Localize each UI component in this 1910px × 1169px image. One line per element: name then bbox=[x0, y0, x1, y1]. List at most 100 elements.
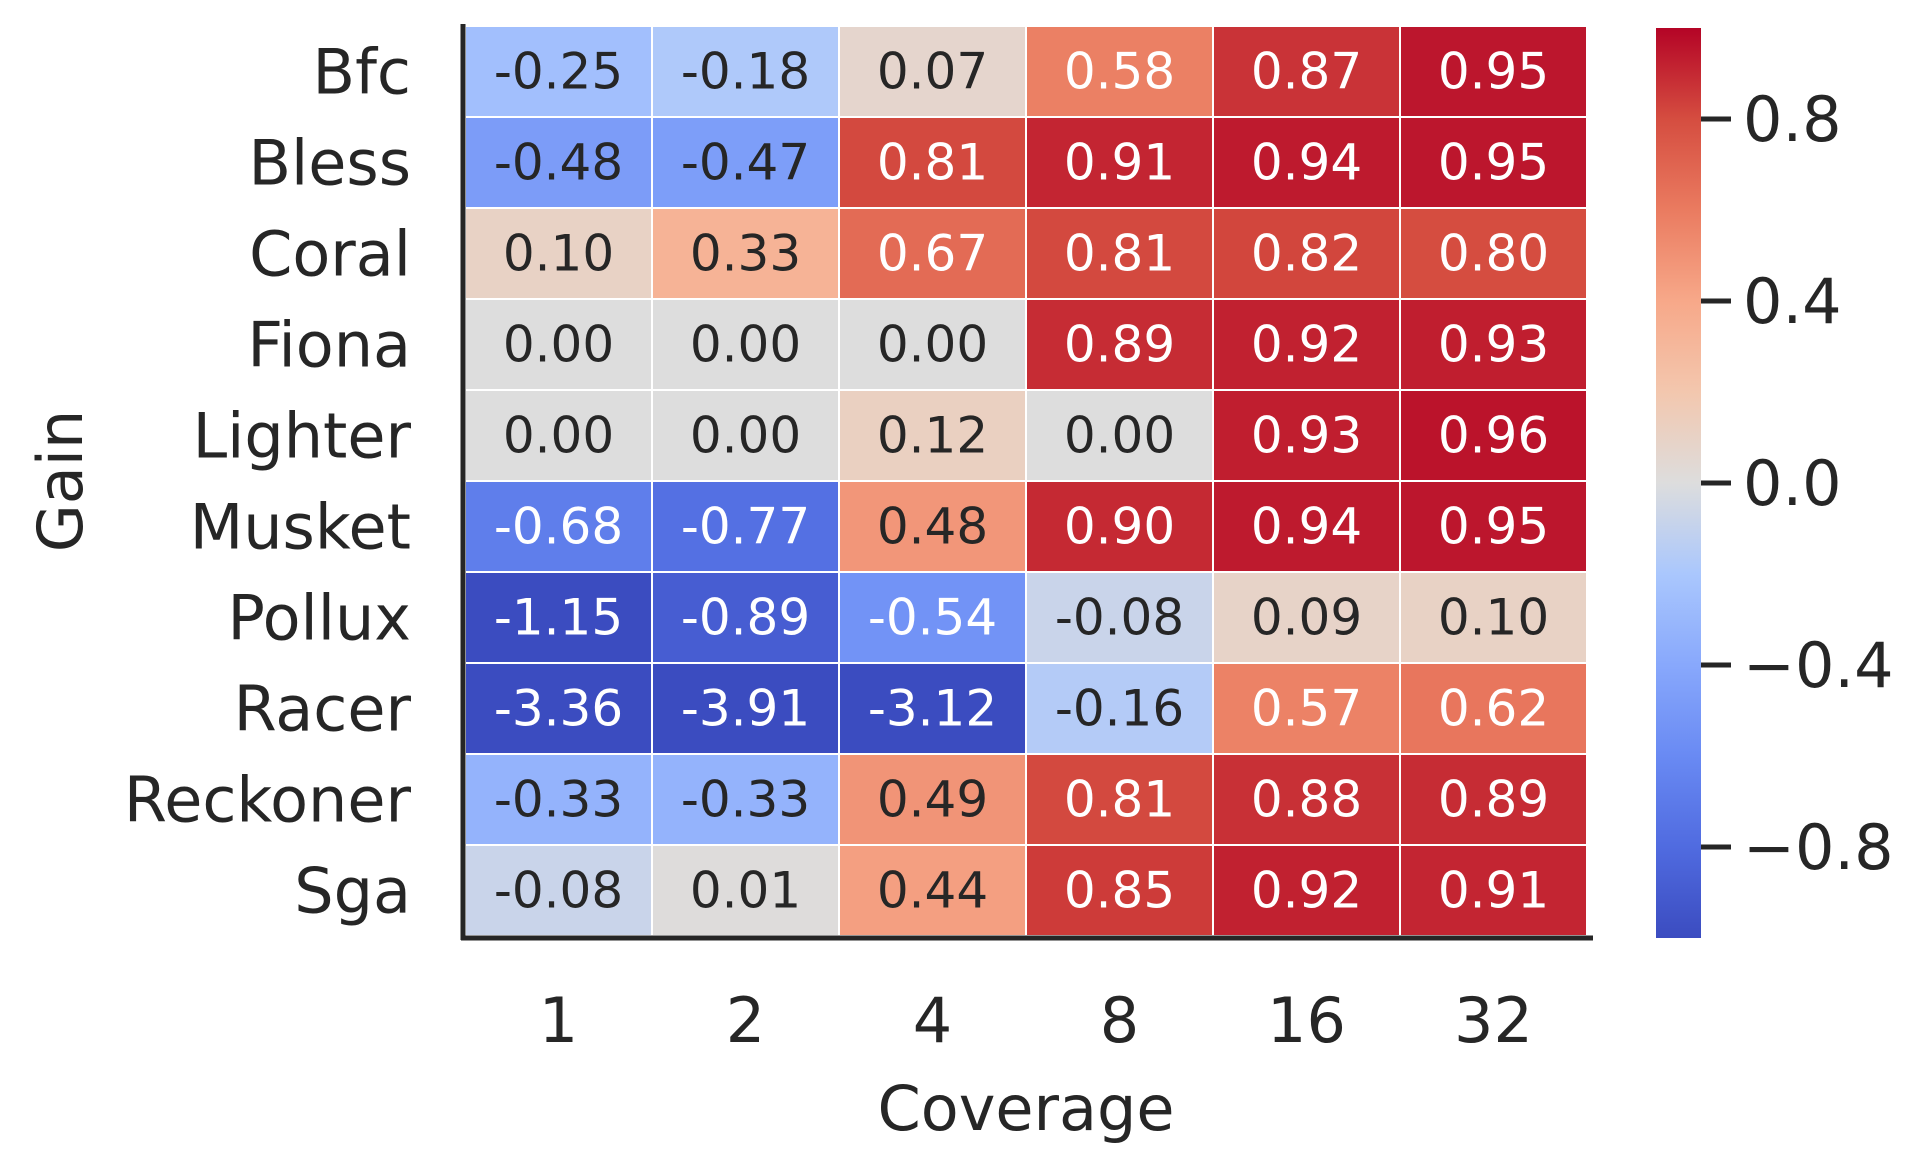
heatmap-cell-label: -0.33 bbox=[494, 771, 623, 829]
x-axis-label: Coverage bbox=[877, 1072, 1174, 1145]
heatmap-cell bbox=[1399, 207, 1588, 300]
heatmap-cell bbox=[1025, 298, 1214, 391]
heatmap-cell-label: 0.89 bbox=[1438, 771, 1549, 829]
x-tick-label: 4 bbox=[913, 984, 952, 1057]
heatmap-cell bbox=[1399, 753, 1588, 846]
heatmap-cell bbox=[838, 753, 1027, 846]
heatmap-cell-label: 0.09 bbox=[1251, 589, 1362, 647]
y-tick-labels: Bfc Bless Coral Fiona Lighter Musket Pollux Rac… bbox=[124, 36, 412, 928]
heatmap-cell-label: -0.68 bbox=[494, 498, 623, 556]
heatmap-cell bbox=[651, 207, 840, 300]
heatmap-cell-label: 0.92 bbox=[1251, 316, 1362, 374]
heatmap-cell-label: 0.93 bbox=[1251, 407, 1362, 465]
heatmap-cell-label: 0.01 bbox=[690, 862, 801, 920]
heatmap-cell bbox=[1212, 662, 1401, 755]
heatmap-cell bbox=[651, 25, 840, 118]
heatmap-cell bbox=[1212, 298, 1401, 391]
heatmap-cell-label: 0.91 bbox=[1064, 134, 1175, 192]
heatmap-cell-label: -0.08 bbox=[1055, 589, 1184, 647]
y-tick-label: Racer bbox=[234, 673, 412, 746]
heatmap-cell-label: 0.58 bbox=[1064, 43, 1175, 101]
heatmap-cell-label: -0.33 bbox=[681, 771, 810, 829]
heatmap-cell-label: 0.95 bbox=[1438, 43, 1549, 101]
x-tick-labels: 1 2 4 8 16 32 bbox=[539, 984, 1533, 1057]
colorbar-tick-label: 0.0 bbox=[1743, 447, 1842, 520]
heatmap-cell bbox=[838, 571, 1027, 664]
heatmap-cell bbox=[1399, 298, 1588, 391]
heatmap-cell-label: 0.00 bbox=[503, 407, 614, 465]
heatmap-cell bbox=[1399, 480, 1588, 573]
y-tick-label: Coral bbox=[249, 218, 411, 291]
heatmap-cell-label: -0.48 bbox=[494, 134, 623, 192]
heatmap-cell bbox=[1399, 662, 1588, 755]
colorbar-tick-label: −0.4 bbox=[1743, 629, 1894, 702]
heatmap-cell-label: -0.16 bbox=[1055, 680, 1184, 738]
heatmap-cell-label: 0.00 bbox=[503, 316, 614, 374]
heatmap-cell bbox=[464, 571, 653, 664]
heatmap-cell-label: 0.44 bbox=[877, 862, 988, 920]
heatmap-cell-label: -0.08 bbox=[494, 862, 623, 920]
heatmap-cell bbox=[464, 662, 653, 755]
x-tick-label: 16 bbox=[1267, 984, 1346, 1057]
heatmap-cell-label: 0.00 bbox=[1064, 407, 1175, 465]
heatmap-cell-label: 0.00 bbox=[877, 316, 988, 374]
colorbar-ticks: 0.8 0.4 0.0 −0.4 −0.8 bbox=[1701, 83, 1894, 884]
colorbar-tick-label: 0.4 bbox=[1743, 265, 1842, 338]
heatmap-cell-label: 0.92 bbox=[1251, 862, 1362, 920]
y-tick-label: Pollux bbox=[227, 582, 411, 655]
x-tick-label: 1 bbox=[539, 984, 578, 1057]
heatmap-cell-label: -0.18 bbox=[681, 43, 810, 101]
heatmap-cells bbox=[464, 25, 1588, 937]
heatmap-cell-label: 0.89 bbox=[1064, 316, 1175, 374]
heatmap-cell-label: 0.12 bbox=[877, 407, 988, 465]
heatmap-cell bbox=[464, 298, 653, 391]
heatmap-cell bbox=[838, 25, 1027, 118]
heatmap-cell bbox=[838, 389, 1027, 482]
heatmap-cell bbox=[1025, 662, 1214, 755]
heatmap-cell-label: 0.00 bbox=[690, 407, 801, 465]
heatmap-cell bbox=[1212, 753, 1401, 846]
heatmap-cell bbox=[1399, 389, 1588, 482]
y-tick-label: Bfc bbox=[313, 36, 411, 109]
heatmap-cell-label: 0.95 bbox=[1438, 134, 1549, 192]
heatmap-cell bbox=[464, 844, 653, 937]
y-tick-label: Musket bbox=[190, 491, 411, 564]
heatmap-cell bbox=[651, 844, 840, 937]
heatmap-cell-label: 0.10 bbox=[503, 225, 614, 283]
colorbar-tick-label: −0.8 bbox=[1743, 811, 1894, 884]
colorbar bbox=[1656, 28, 1701, 938]
heatmap-cell-label: -0.25 bbox=[494, 43, 623, 101]
heatmap-cell-label: -0.54 bbox=[868, 589, 997, 647]
heatmap-cell-label: 0.81 bbox=[877, 134, 988, 192]
y-tick-label: Sga bbox=[294, 855, 411, 928]
y-tick-label: Bless bbox=[248, 127, 411, 200]
heatmap-cell-label: 0.10 bbox=[1438, 589, 1549, 647]
heatmap-cell bbox=[1025, 207, 1214, 300]
heatmap-cell-label: 0.90 bbox=[1064, 498, 1175, 556]
heatmap-cell bbox=[1025, 571, 1214, 664]
heatmap-cell bbox=[1212, 389, 1401, 482]
heatmap-cell-label: -3.12 bbox=[868, 680, 997, 738]
heatmap-cell-label: 0.62 bbox=[1438, 680, 1549, 738]
heatmap-cell bbox=[1212, 844, 1401, 937]
y-tick-label: Reckoner bbox=[124, 764, 412, 837]
heatmap-cell bbox=[1025, 116, 1214, 209]
heatmap-cell-label: 0.94 bbox=[1251, 498, 1362, 556]
heatmap-cell-label: -0.89 bbox=[681, 589, 810, 647]
colorbar-tick-label: 0.8 bbox=[1743, 83, 1842, 156]
heatmap-cell-label: 0.49 bbox=[877, 771, 988, 829]
heatmap-cell-labels: -0.25 -0.18 0.07 0.58 0.87 0.95 -0.48 -0.47 0.81… bbox=[494, 43, 1549, 920]
heatmap-cell bbox=[464, 389, 653, 482]
x-tick-label: 2 bbox=[726, 984, 765, 1057]
heatmap-cell-label: -1.15 bbox=[494, 589, 623, 647]
heatmap-cell bbox=[464, 480, 653, 573]
heatmap-cell-label: 0.88 bbox=[1251, 771, 1362, 829]
heatmap-cell-label: 0.82 bbox=[1251, 225, 1362, 283]
heatmap-cell-label: 0.95 bbox=[1438, 498, 1549, 556]
heatmap-cell-label: 0.87 bbox=[1251, 43, 1362, 101]
heatmap-cell bbox=[1212, 207, 1401, 300]
heatmap-cell bbox=[651, 298, 840, 391]
heatmap-cell-label: 0.00 bbox=[690, 316, 801, 374]
y-axis-label: Gain bbox=[24, 410, 97, 553]
